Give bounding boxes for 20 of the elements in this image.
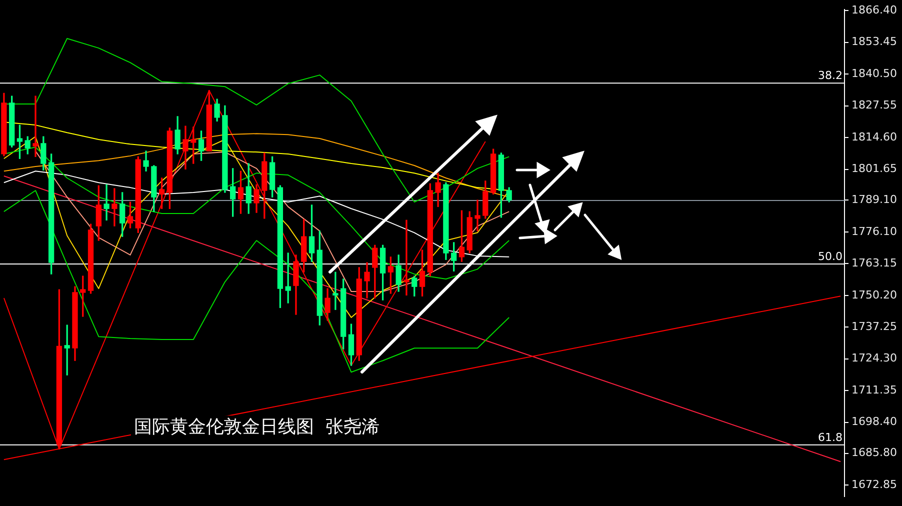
y-tick-label: 1840.50 — [852, 66, 898, 80]
y-tick-label: 1724.30 — [852, 352, 898, 365]
y-tick-label: 1763.15 — [852, 256, 898, 270]
y-tick-label: 1737.25 — [852, 320, 898, 334]
y-tick-label: 1711.35 — [852, 383, 898, 396]
annotation: 38.2 — [818, 69, 843, 82]
annotation: 61.8 — [818, 430, 843, 444]
y-tick-label: 1853.45 — [852, 35, 898, 48]
annotation: 50.0 — [818, 250, 843, 263]
y-tick-label: 1814.60 — [852, 130, 898, 144]
annotation: 国际黄金伦敦金日线图 张尧浠 — [134, 416, 380, 438]
y-tick-label: 1801.65 — [852, 162, 898, 176]
y-tick-label: 1672.85 — [852, 478, 898, 491]
y-tick-label: 1776.10 — [852, 224, 898, 238]
y-tick-label: 1789.10 — [852, 192, 898, 206]
y-tick-label: 1698.40 — [852, 415, 898, 428]
y-tick-label: 1750.20 — [852, 288, 898, 302]
y-tick-label: 1827.55 — [852, 98, 898, 112]
y-tick-label: 1685.80 — [852, 446, 898, 460]
y-tick-label: 1866.40 — [852, 3, 898, 16]
